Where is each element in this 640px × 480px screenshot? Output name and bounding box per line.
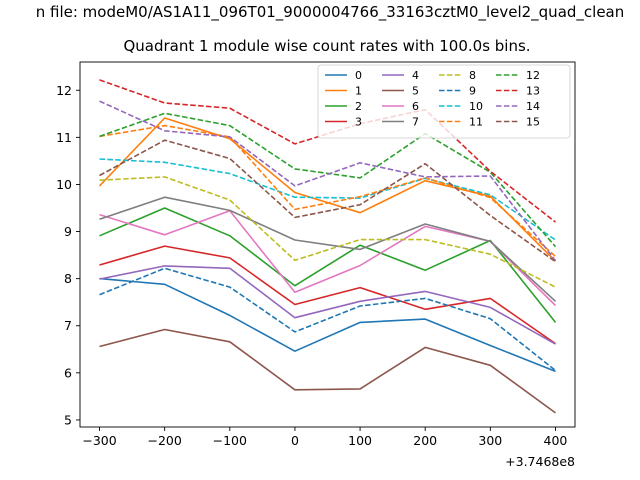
legend-label-11: 11 — [469, 116, 483, 129]
x-tick-label: 0 — [291, 433, 299, 448]
series-line-11 — [99, 124, 557, 258]
series-line-9 — [99, 267, 556, 372]
legend-label-2: 2 — [355, 100, 362, 113]
series-line-3 — [99, 245, 556, 345]
chart-title: Quadrant 1 module wise count rates with … — [123, 37, 530, 55]
y-tick-label: 6 — [64, 365, 72, 380]
legend-label-6: 6 — [412, 100, 419, 113]
series-line-7 — [99, 196, 557, 302]
legend-label-8: 8 — [469, 69, 476, 82]
series-line-8 — [99, 176, 556, 288]
legend-label-14: 14 — [526, 100, 540, 113]
legend-label-5: 5 — [412, 85, 419, 98]
legend-label-9: 9 — [469, 85, 476, 98]
axes-frame — [79, 61, 576, 428]
x-tick-label: −200 — [147, 433, 181, 448]
legend-label-10: 10 — [469, 100, 483, 113]
y-tick-label: 8 — [64, 271, 72, 286]
legend-label-13: 13 — [526, 85, 540, 98]
x-tick-label: 200 — [413, 433, 437, 448]
x-tick-label: −300 — [82, 433, 116, 448]
series-line-5 — [99, 328, 556, 414]
legend-label-4: 4 — [412, 69, 419, 82]
legend-label-0: 0 — [355, 69, 362, 82]
series-line-15 — [99, 139, 556, 263]
y-tick-label: 10 — [56, 177, 72, 192]
y-tick-label: 12 — [56, 83, 72, 98]
legend-label-12: 12 — [526, 69, 540, 82]
legend-label-7: 7 — [412, 116, 419, 129]
x-offset-label: +3.7468e8 — [505, 454, 575, 469]
figure-suptitle: n file: modeM0/AS1A11_096T01_9000004766_… — [36, 3, 625, 22]
series-line-4 — [99, 265, 556, 345]
legend-label-3: 3 — [355, 116, 362, 129]
y-tick-label: 11 — [56, 130, 72, 145]
legend-label-15: 15 — [526, 116, 540, 129]
series-line-13 — [99, 79, 556, 223]
series-line-0 — [99, 277, 556, 373]
legend-frame — [317, 64, 571, 139]
x-tick-label: 400 — [544, 433, 568, 448]
series-line-12 — [99, 112, 557, 248]
legend-label-1: 1 — [355, 85, 362, 98]
y-tick-label: 9 — [64, 224, 72, 239]
series-line-2 — [99, 207, 557, 323]
series-line-14 — [99, 100, 557, 262]
y-tick-label: 7 — [64, 318, 72, 333]
y-tick-label: 5 — [64, 412, 72, 427]
x-tick-label: 100 — [348, 433, 372, 448]
x-tick-label: −100 — [213, 433, 247, 448]
series-line-10 — [99, 158, 556, 241]
x-tick-label: 300 — [478, 433, 502, 448]
